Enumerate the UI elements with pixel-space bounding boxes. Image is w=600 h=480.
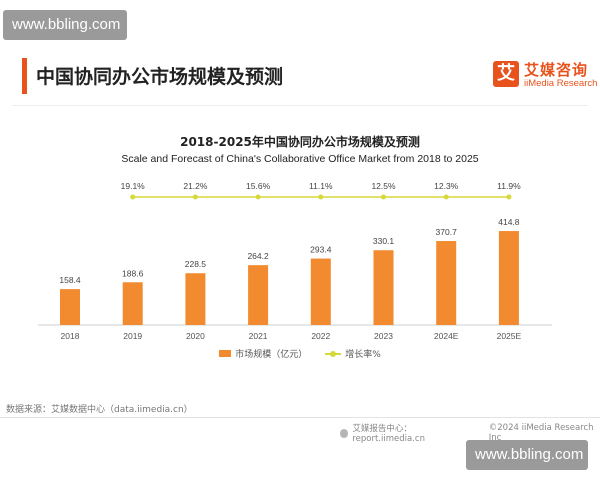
- growth-rate-point: [192, 194, 198, 200]
- bar-value-label: 264.2: [247, 251, 269, 261]
- header-divider: [12, 105, 588, 106]
- category-label: 2018: [61, 331, 80, 341]
- logo-name: 艾媒咨询: [524, 61, 589, 79]
- footer-divider: [0, 417, 600, 418]
- growth-rate-point: [130, 194, 136, 200]
- growth-rate-label: 11.1%: [309, 181, 333, 191]
- bar-2019: [122, 282, 143, 325]
- growth-rate-label: 15.6%: [246, 181, 271, 191]
- bar-2022: [310, 258, 331, 325]
- footer: 艾媒报告中心：report.iimedia.cn ©2024 iiMedia R…: [340, 422, 600, 444]
- bar-value-label: 158.4: [59, 275, 81, 285]
- category-label: 2021: [249, 331, 268, 341]
- legend-line-swatch: [325, 350, 342, 358]
- category-label: 2023: [374, 331, 393, 341]
- legend-bar-label: 市场规模（亿元）: [235, 350, 308, 360]
- chart-legend: 市场规模（亿元） 增长率%: [0, 347, 600, 360]
- report-center-icon: [340, 428, 349, 438]
- market-size-chart: 158.4 2018 188.6 2019 19.1% 228.5 2020 21.2% 264…: [38, 181, 552, 341]
- growth-rate-point: [381, 194, 386, 200]
- growth-rate-point: [443, 194, 449, 200]
- category-label: 2025E: [497, 331, 522, 341]
- bar-2020: [185, 273, 206, 325]
- watermark-bottom: www.bbling.com: [466, 440, 588, 470]
- bar-2025E: [498, 231, 519, 325]
- category-label: 2019: [123, 331, 142, 341]
- bar-value-label: 228.5: [185, 259, 207, 269]
- bar-2018: [60, 289, 80, 325]
- category-label: 2024E: [434, 331, 459, 341]
- chart-title: 2018-2025年中国协同办公市场规模及预测: [180, 135, 420, 149]
- bar-value-label: 370.7: [436, 227, 458, 237]
- watermark-top: www.bbling.com: [3, 10, 127, 40]
- iimedia-logo-icon: 艾: [493, 61, 519, 87]
- growth-rate-label: 12.3%: [434, 181, 459, 191]
- growth-rate-point: [506, 194, 512, 200]
- bar-2024E: [436, 241, 457, 325]
- bar-2023: [373, 250, 394, 325]
- category-label: 2022: [311, 331, 330, 341]
- footer-copyright: ©2024 iiMedia Research Inc: [488, 423, 594, 443]
- bar-value-label: 330.1: [373, 236, 395, 246]
- footer-report-link[interactable]: 艾媒报告中心：report.iimedia.cn: [352, 424, 425, 444]
- chart-subtitle: Scale and Forecast of China's Collaborat…: [121, 153, 479, 165]
- growth-rate-label: 19.1%: [121, 181, 146, 191]
- logo-english-name: iiMedia Research: [524, 78, 598, 89]
- bar-value-label: 188.6: [122, 268, 144, 278]
- title-accent-bar: [22, 58, 27, 94]
- growth-rate-label: 21.2%: [183, 181, 208, 191]
- bar-value-label: 414.8: [498, 217, 520, 227]
- legend-bar-swatch: [219, 350, 232, 357]
- growth-rate-label: 12.5%: [371, 181, 396, 191]
- growth-rate-point: [255, 194, 261, 200]
- category-label: 2020: [186, 331, 205, 341]
- growth-rate-label: 11.9%: [497, 181, 521, 191]
- bar-value-label: 293.4: [310, 245, 332, 255]
- page-title: 中国协同办公市场规模及预测: [36, 66, 284, 88]
- bar-2021: [248, 265, 269, 325]
- data-source-note: 数据来源：艾媒数据中心（data.iimedia.cn）: [6, 405, 193, 415]
- legend-line-label: 增长率%: [345, 350, 381, 360]
- growth-rate-point: [318, 194, 324, 200]
